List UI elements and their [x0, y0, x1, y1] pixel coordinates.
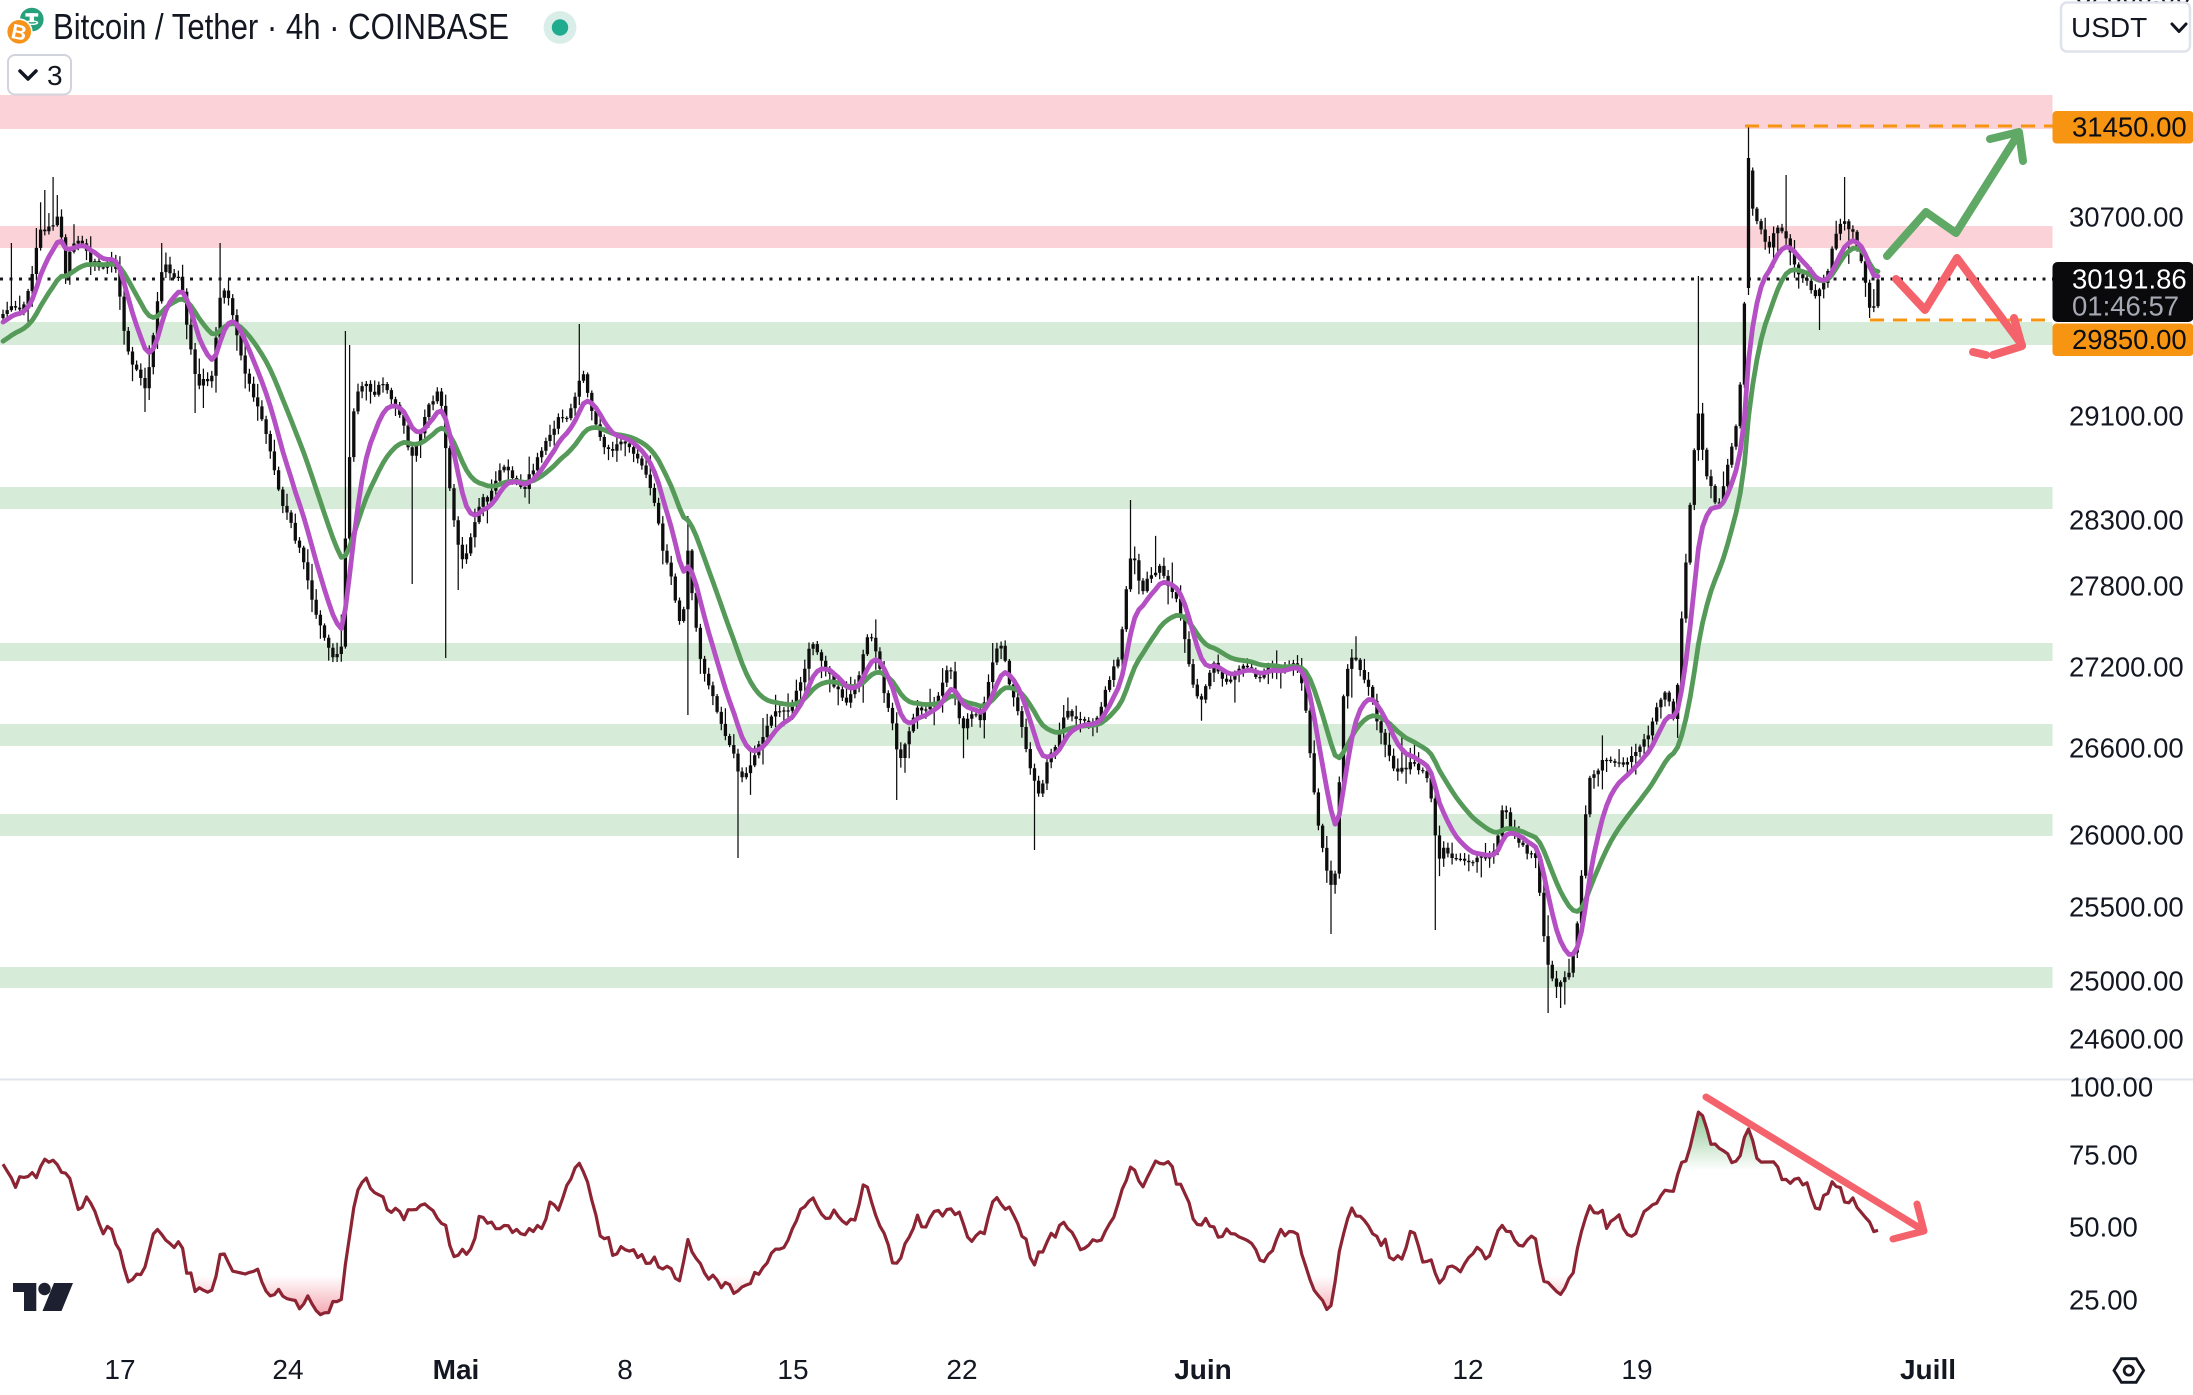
svg-text:Mai: Mai	[433, 1354, 480, 1385]
svg-text:24: 24	[272, 1354, 303, 1385]
svg-text:50.00: 50.00	[2069, 1212, 2138, 1243]
svg-text:Juin: Juin	[1174, 1354, 1232, 1385]
svg-text:25500.00: 25500.00	[2069, 892, 2184, 923]
svg-text:3: 3	[47, 60, 63, 91]
svg-text:25.00: 25.00	[2069, 1285, 2138, 1316]
svg-text:100.00: 100.00	[2069, 1072, 2153, 1103]
svg-text:8: 8	[617, 1354, 633, 1385]
svg-text:25000.00: 25000.00	[2069, 966, 2184, 997]
svg-text:Bitcoin / Tether · 4h · COINBA: Bitcoin / Tether · 4h · COINBASE	[53, 6, 509, 47]
svg-text:22: 22	[946, 1354, 977, 1385]
svg-text:Juill: Juill	[1900, 1354, 1956, 1385]
svg-text:30191.86: 30191.86	[2072, 264, 2187, 295]
svg-text:31450.00: 31450.00	[2072, 112, 2187, 143]
svg-text:12: 12	[1452, 1354, 1483, 1385]
svg-text:26600.00: 26600.00	[2069, 733, 2184, 764]
svg-text:27800.00: 27800.00	[2069, 571, 2184, 602]
svg-text:USDT: USDT	[2071, 12, 2147, 43]
svg-text:26000.00: 26000.00	[2069, 820, 2184, 851]
svg-text:29850.00: 29850.00	[2072, 324, 2187, 355]
svg-text:B: B	[9, 20, 29, 46]
svg-text:28300.00: 28300.00	[2069, 505, 2184, 536]
svg-text:01:46:57: 01:46:57	[2072, 291, 2179, 322]
svg-text:19: 19	[1621, 1354, 1652, 1385]
svg-text:75.00: 75.00	[2069, 1140, 2138, 1171]
svg-text:27200.00: 27200.00	[2069, 652, 2184, 683]
svg-text:29100.00: 29100.00	[2069, 401, 2184, 432]
svg-text:30700.00: 30700.00	[2069, 202, 2184, 233]
svg-text:15: 15	[777, 1354, 808, 1385]
svg-text:24600.00: 24600.00	[2069, 1024, 2184, 1055]
svg-text:17: 17	[104, 1354, 135, 1385]
